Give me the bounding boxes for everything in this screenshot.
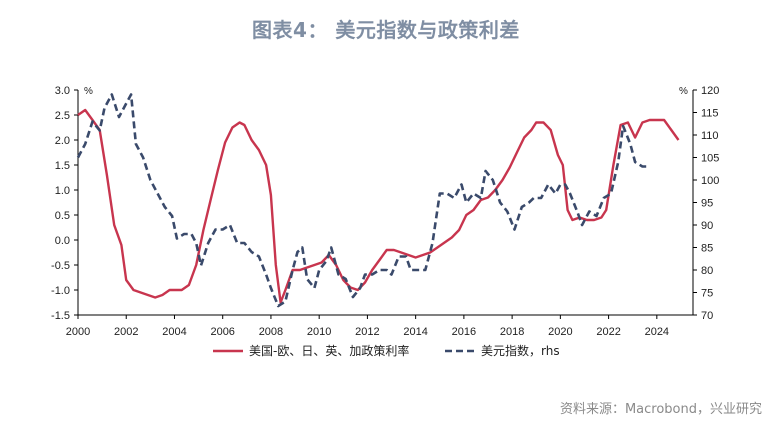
dxy-series-line (76, 93, 648, 308)
x-tick-label: 2014 (403, 326, 427, 338)
left-tick-label: -0.5 (51, 260, 70, 272)
right-tick-label: 90 (701, 220, 713, 232)
x-tick-label: 2024 (645, 326, 669, 338)
right-tick-label: 120 (701, 85, 719, 97)
x-tick-label: 2008 (259, 326, 283, 338)
axes: 3.0 2.5 2.0 1.5 1.0 0.5 0.0 -0.5 -1.0 -1.5 120 115 1… (51, 85, 719, 338)
left-tick-label: 1.5 (55, 160, 70, 172)
left-tick-label: 1.0 (55, 185, 70, 197)
left-tick-label: 0.0 (55, 235, 70, 247)
legend-label-1: 美元指数，rhs (481, 343, 560, 358)
right-tick-label: 100 (701, 175, 719, 187)
x-tick-label: 2022 (596, 326, 620, 338)
right-tick-label: 80 (701, 265, 713, 277)
left-tick-label: 0.5 (55, 210, 70, 222)
right-tick-label: 85 (701, 243, 713, 255)
right-tick-label: 95 (701, 198, 713, 210)
rate-diff-series-line (77, 108, 680, 304)
left-tick-label: -1.0 (51, 285, 70, 297)
right-tick-label: 75 (701, 288, 713, 300)
legend: 美国-欧、日、英、加政策利率 美元指数，rhs (213, 343, 560, 358)
x-tick-label: 2016 (452, 326, 476, 338)
x-tick-label: 2004 (162, 326, 186, 338)
right-tick-label: 105 (701, 153, 719, 165)
left-tick-label: 2.0 (55, 135, 70, 147)
legend-label-0: 美国-欧、日、英、加政策利率 (249, 343, 409, 358)
x-tick-label: 2006 (210, 326, 234, 338)
right-axis-unit: % (679, 86, 688, 97)
right-tick-label: 115 (701, 108, 719, 120)
left-tick-label: 3.0 (55, 85, 70, 97)
source-note: 资料来源：Macrobond，兴业研究 (559, 402, 762, 417)
x-tick-label: 2000 (66, 326, 90, 338)
chart-title: 图表4： 美元指数与政策利差 (252, 18, 520, 42)
right-tick-label: 110 (701, 130, 719, 142)
x-tick-label: 2012 (355, 326, 379, 338)
x-tick-label: 2010 (307, 326, 331, 338)
left-tick-label: 2.5 (55, 110, 70, 122)
right-tick-label: 70 (701, 310, 713, 322)
series-group (76, 93, 680, 308)
x-tick-label: 2018 (500, 326, 524, 338)
x-tick-label: 2002 (114, 326, 138, 338)
left-tick-label: -1.5 (51, 310, 70, 322)
x-tick-label: 2020 (548, 326, 572, 338)
left-axis-unit: % (84, 86, 93, 97)
